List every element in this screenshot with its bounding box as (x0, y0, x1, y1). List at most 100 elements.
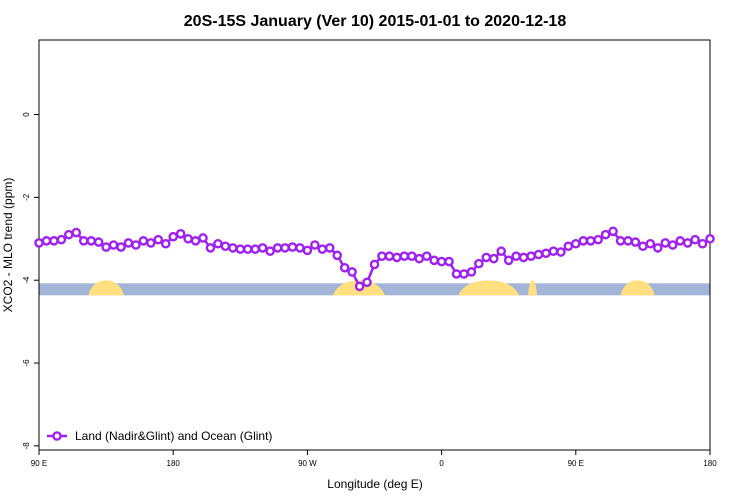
data-point (377, 251, 387, 261)
land-segment-2 (458, 280, 520, 296)
data-point (302, 245, 313, 256)
data-point (518, 252, 529, 263)
data-point (287, 242, 298, 252)
data-point (347, 267, 357, 277)
land-segment-4 (620, 280, 655, 296)
data-point (41, 236, 52, 246)
y-tick-label-0: 0 (22, 112, 31, 117)
data-point (242, 244, 253, 254)
data-point (459, 269, 469, 279)
data-point (697, 238, 708, 249)
data-point (220, 241, 231, 252)
data-point (64, 229, 74, 240)
data-point (503, 255, 514, 266)
data-point (638, 241, 648, 252)
data-point (585, 236, 596, 246)
land-segment-0 (88, 280, 124, 296)
data-point (548, 246, 559, 257)
data-point (608, 226, 618, 237)
x-tick-label-0: 90 E (31, 459, 47, 468)
data-point (310, 240, 320, 250)
data-point (421, 251, 432, 261)
x-tick-label-5: 180 (703, 459, 717, 468)
data-point (175, 229, 186, 239)
data-point (108, 240, 119, 250)
data-point (600, 229, 611, 240)
data-point (496, 246, 507, 257)
data-point (436, 256, 447, 267)
data-point (578, 236, 589, 246)
data-point (265, 246, 275, 257)
data-point (623, 236, 633, 246)
data-point (444, 256, 454, 267)
data-point (190, 236, 201, 246)
x-axis-label: Longitude (deg E) (327, 477, 422, 491)
data-point (295, 243, 305, 253)
y-tick-label-3: -6 (22, 359, 31, 367)
data-point (138, 236, 149, 246)
legend-marker-0 (52, 431, 62, 441)
data-point (645, 238, 656, 249)
data-point (153, 234, 164, 245)
y-tick-label-4: -8 (22, 442, 31, 450)
data-point (362, 277, 372, 288)
data-point (593, 234, 603, 245)
data-point (526, 251, 536, 261)
data-point (183, 233, 193, 244)
data-point (630, 237, 641, 247)
x-tick-label-2: 90 W (298, 459, 317, 468)
data-point (705, 233, 715, 244)
data-point (481, 252, 492, 263)
x-tick-label-3: 0 (439, 459, 444, 468)
y-axis-label: XCO2 - MLO trend (ppm) (1, 178, 15, 313)
data-point (146, 238, 156, 248)
data-point (399, 251, 410, 261)
data-point (168, 231, 178, 242)
data-point (78, 236, 89, 246)
data-point (123, 238, 134, 248)
data-point (474, 258, 484, 269)
data-point (384, 251, 395, 261)
legend-label-0: Land (Nadir&Glint) and Ocean (Glint) (75, 429, 272, 443)
data-point (131, 240, 141, 250)
data-point (272, 243, 283, 253)
data-point (324, 243, 335, 253)
data-point (257, 243, 268, 253)
y-tick-label-2: -4 (22, 276, 31, 284)
data-point (414, 253, 425, 264)
data-point (317, 244, 328, 254)
data-point (429, 255, 439, 266)
data-point (667, 240, 678, 250)
data-point (332, 250, 343, 261)
data-point (406, 251, 417, 261)
data-point (235, 244, 246, 254)
data-point (690, 234, 700, 245)
data-point (101, 242, 111, 252)
data-point (93, 237, 104, 247)
data-point (250, 244, 261, 254)
data-point (213, 238, 223, 249)
data-point (563, 241, 574, 252)
data-point (533, 249, 544, 260)
data-point (354, 281, 365, 292)
plot-area: 90 E 180 90 W 0 90 E 180 0 -2 -4 -6 -8 Land (Nadir&… (22, 39, 717, 468)
data-point (160, 238, 171, 249)
data-point (541, 248, 551, 259)
x-tick-label-4: 90 E (568, 459, 584, 468)
data-point (56, 234, 67, 245)
data-point (34, 238, 44, 248)
data-point (49, 236, 59, 246)
data-point (556, 247, 566, 257)
x-tick-label-1: 180 (167, 459, 181, 468)
data-point (653, 243, 663, 253)
data-point (71, 227, 82, 238)
chart-title: 20S-15S January (Ver 10) 2015-01-01 to 2… (184, 13, 567, 30)
data-point (571, 238, 581, 249)
y-tick-label-1: -2 (22, 193, 31, 201)
data-point (86, 236, 96, 246)
data-point (682, 238, 693, 248)
data-point (511, 251, 521, 261)
data-point (369, 259, 380, 270)
data-point (392, 252, 402, 263)
data-point (205, 243, 216, 253)
